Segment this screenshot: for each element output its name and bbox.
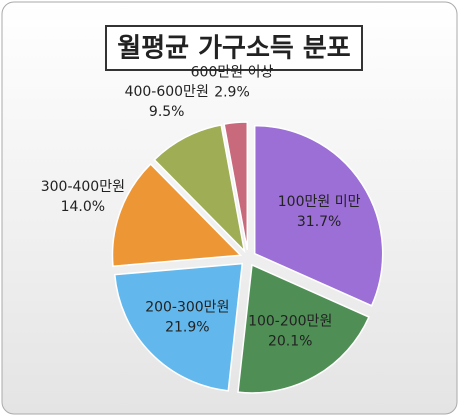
title-box (105, 25, 363, 71)
slice-label: 400-600만원 (125, 84, 209, 100)
slice-label: 600만원 이상 (191, 65, 274, 81)
pie-slice (223, 121, 249, 251)
pie-slice (153, 124, 246, 254)
slice-label: 100-200만원 (248, 314, 332, 330)
pie-slice (111, 163, 243, 268)
slice-value-label: 2.9% (214, 85, 250, 101)
pie-slice (253, 124, 384, 307)
slice-label: 300-400만원 (41, 179, 125, 195)
slice-value-label: 31.7% (297, 214, 341, 230)
pie-slice (237, 263, 370, 394)
slice-value-label: 21.9% (165, 319, 209, 335)
slice-label: 200-300만원 (145, 299, 229, 315)
pie-slice (113, 262, 244, 392)
slice-label: 100만원 미만 (278, 194, 361, 210)
slice-value-label: 9.5% (149, 104, 185, 120)
slice-value-label: 14.0% (61, 199, 105, 215)
chart-title: 월평균 가구소득 분포 (117, 34, 350, 64)
slice-value-label: 20.1% (268, 334, 312, 350)
